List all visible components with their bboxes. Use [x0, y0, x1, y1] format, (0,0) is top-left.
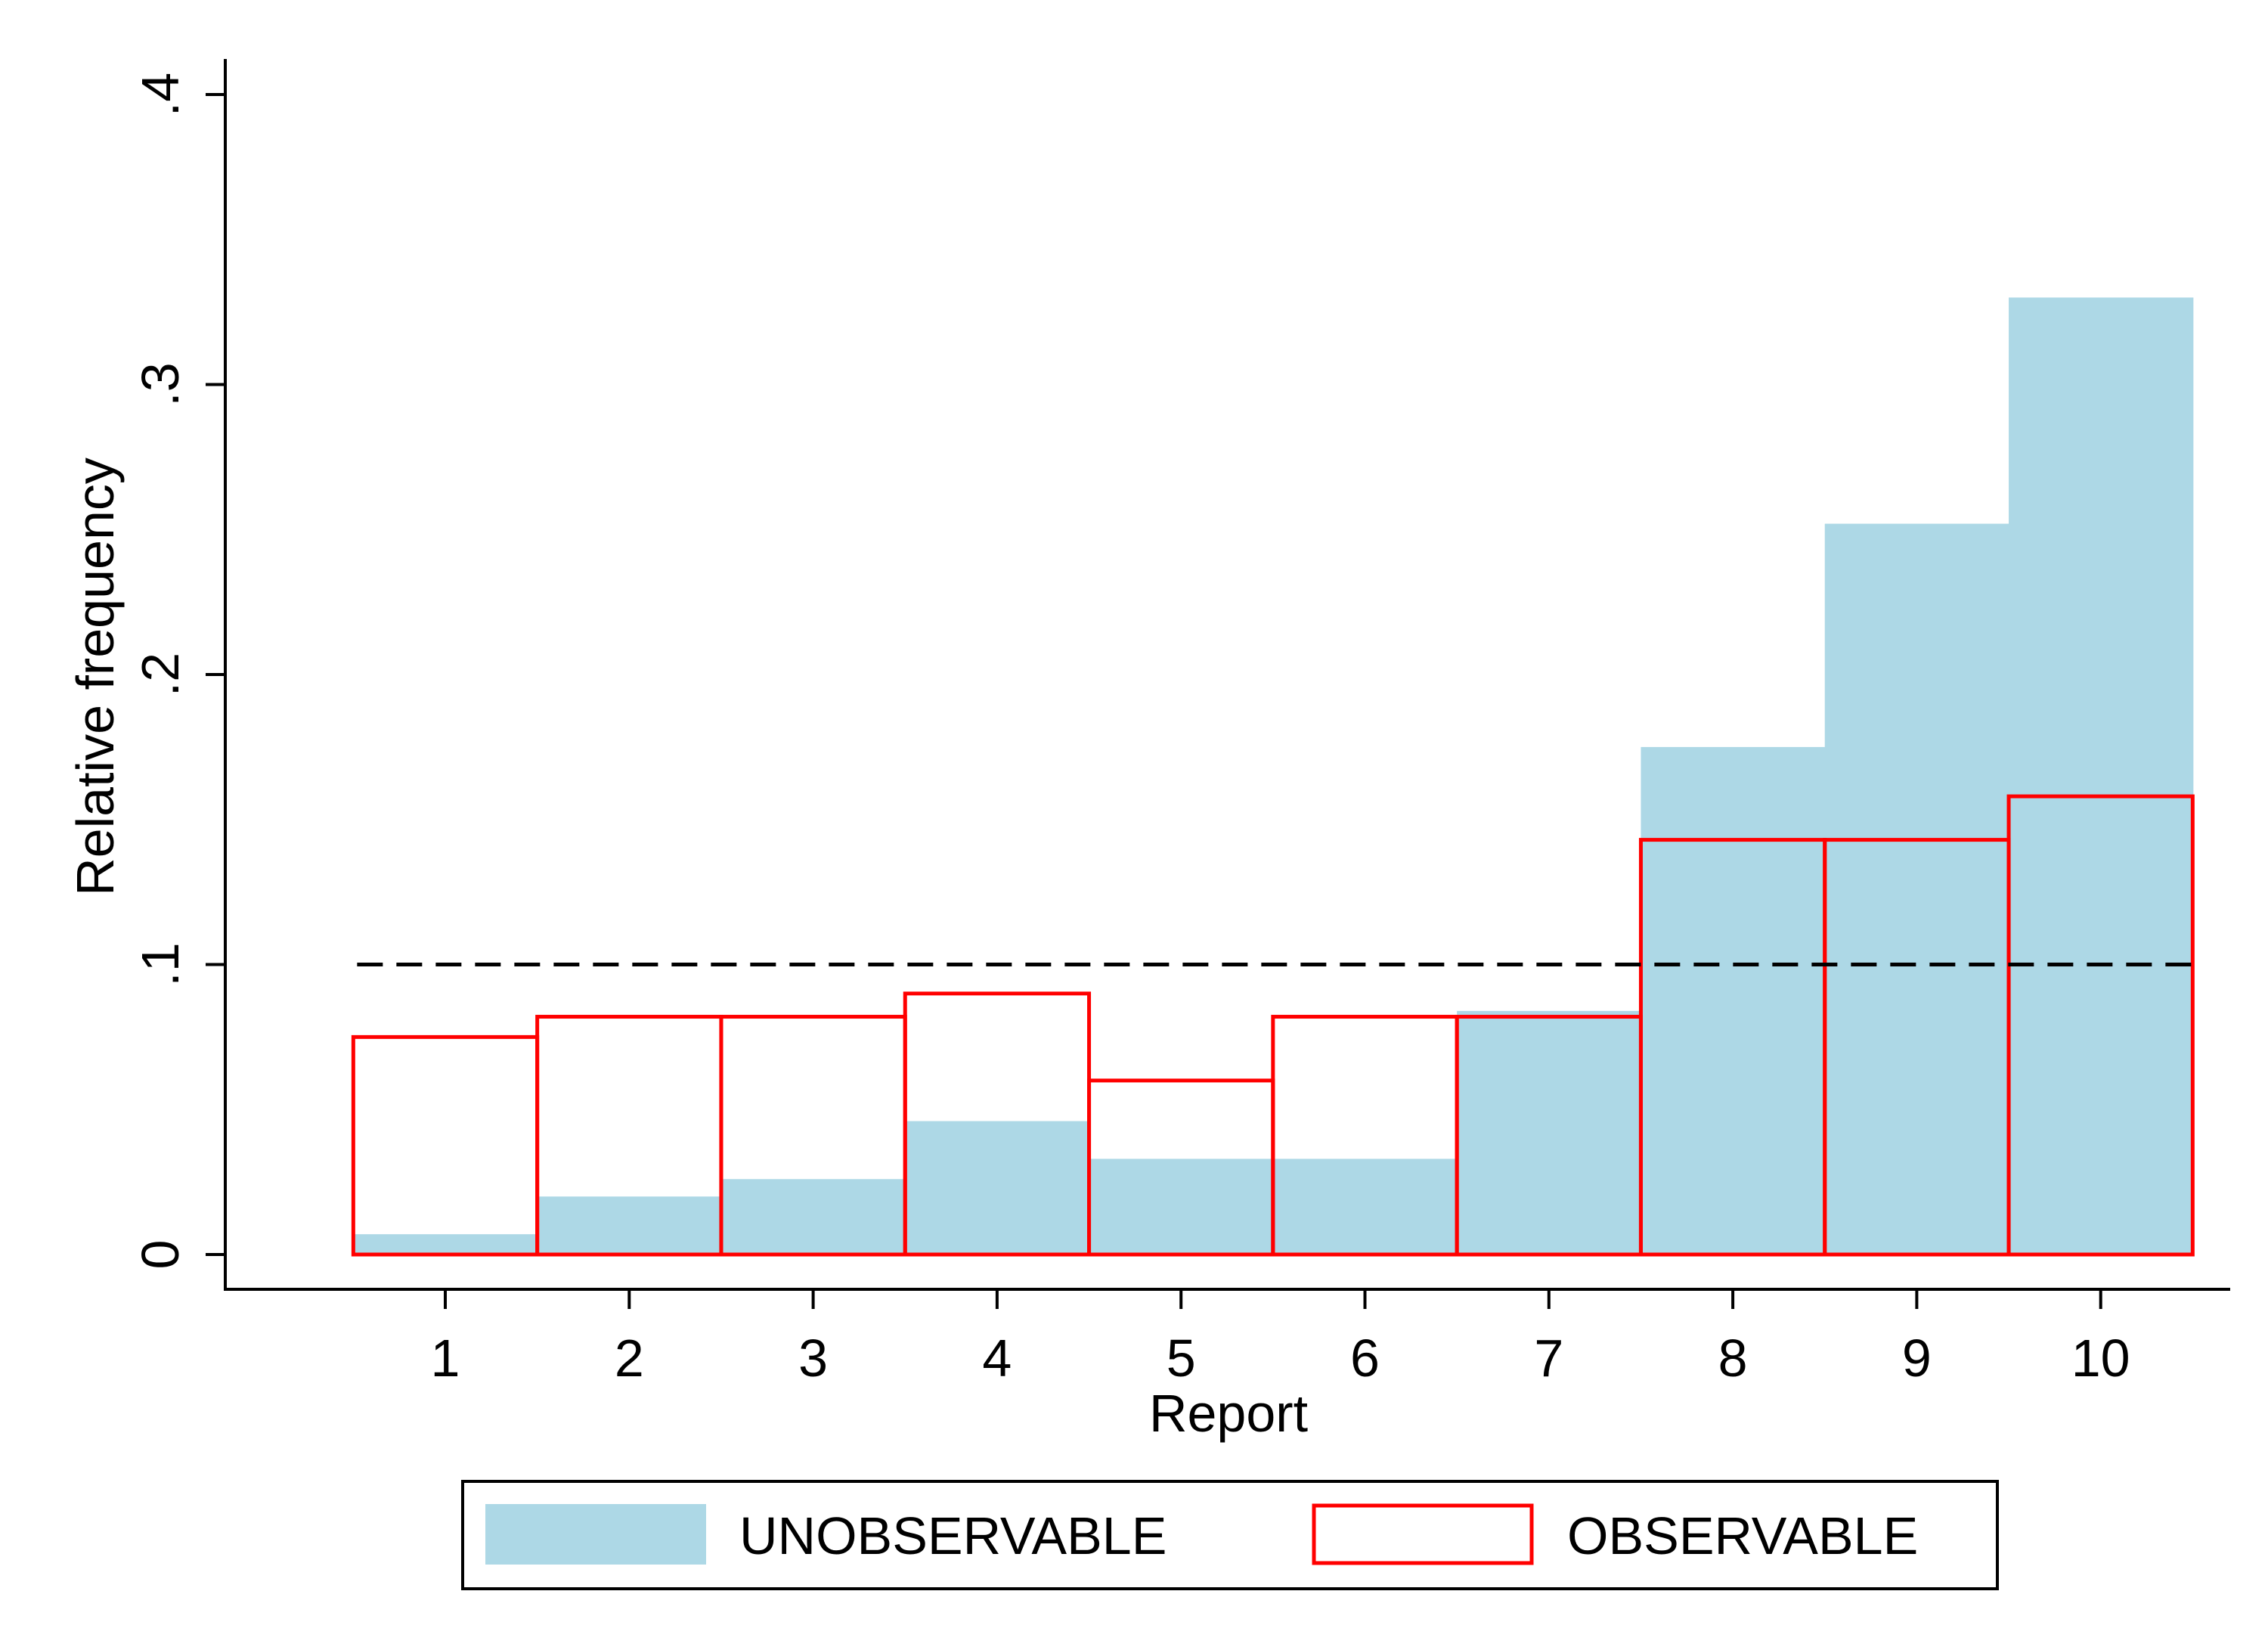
- unobservable-bar: [1457, 1010, 1642, 1255]
- x-tick-label: 7: [1534, 1329, 1563, 1388]
- x-tick-label: 3: [798, 1329, 828, 1388]
- observable-bar: [2006, 794, 2195, 1257]
- unobservable-bar: [1824, 523, 2010, 1255]
- x-tick-label: 6: [1350, 1329, 1380, 1388]
- x-tick-label: 9: [1902, 1329, 1932, 1388]
- unobservable-bar: [905, 1121, 1090, 1255]
- x-axis-label: Report: [1149, 1384, 1308, 1443]
- legend-label-observable: OBSERVABLE: [1567, 1506, 1918, 1565]
- legend-frame: [461, 1480, 1999, 1590]
- y-tick-label: .2: [131, 653, 190, 696]
- x-tick-label: 5: [1167, 1329, 1196, 1388]
- unobservable-bar: [1089, 1158, 1274, 1255]
- unobservable-bar: [1641, 746, 1826, 1255]
- y-tick-label: .3: [131, 362, 190, 406]
- y-ticks: 0 .1 .2 .3 .4: [131, 73, 225, 1270]
- x-tick-label: 4: [982, 1329, 1012, 1388]
- unobservable-bar: [353, 1234, 538, 1255]
- observable-bar: [351, 1034, 540, 1257]
- y-tick-label: .4: [131, 73, 190, 116]
- legend-label-unobservable: UNOBSERVABLE: [739, 1506, 1167, 1565]
- legend-swatch-unobservable: [485, 1504, 706, 1565]
- x-ticks: 1 2 3 4 5 6 7 8 9 10: [431, 1289, 2130, 1388]
- x-tick-label: 8: [1718, 1329, 1748, 1388]
- legend: UNOBSERVABLE OBSERVABLE: [461, 1480, 1999, 1590]
- x-tick-label: 1: [431, 1329, 460, 1388]
- legend-swatch-observable: [1312, 1503, 1534, 1565]
- x-tick-label: 2: [615, 1329, 644, 1388]
- x-tick-label: 10: [2071, 1329, 2130, 1388]
- unobservable-bar: [2009, 297, 2194, 1255]
- y-tick-label: .1: [131, 942, 190, 986]
- unobservable-bar: [537, 1196, 722, 1255]
- observable-bars: [351, 794, 2195, 1257]
- unobservable-bars: [353, 297, 2194, 1255]
- y-axis-label: Relative frequency: [66, 457, 125, 896]
- y-tick-label: 0: [131, 1240, 190, 1270]
- unobservable-bar: [720, 1179, 906, 1255]
- unobservable-bar: [1272, 1158, 1458, 1255]
